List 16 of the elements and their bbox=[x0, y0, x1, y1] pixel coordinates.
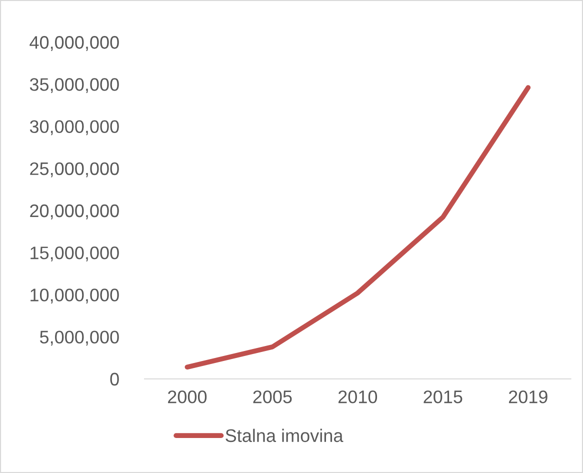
y-tick-label: 0 bbox=[110, 372, 119, 386]
y-tick-label: 5,000,000 bbox=[40, 330, 119, 346]
y-tick-label: 15,000,000 bbox=[30, 246, 119, 262]
line-series bbox=[184, 85, 531, 370]
legend-label: Stalna imovina bbox=[226, 428, 344, 442]
x-tick-label: 2019 bbox=[508, 390, 548, 404]
y-tick-label: 40,000,000 bbox=[30, 36, 119, 51]
y-tick-label: 35,000,000 bbox=[30, 78, 119, 94]
y-tick-label: 20,000,000 bbox=[30, 204, 119, 220]
x-tick-label: 2015 bbox=[424, 390, 462, 404]
x-tick-label: 2005 bbox=[253, 390, 292, 404]
y-tick-label: 25,000,000 bbox=[30, 162, 119, 178]
x-tick-label: 2000 bbox=[168, 390, 207, 404]
y-tick-label: 10,000,000 bbox=[30, 288, 119, 304]
y-tick-label: 30,000,000 bbox=[30, 120, 119, 136]
x-tick-label: 2010 bbox=[338, 390, 378, 404]
